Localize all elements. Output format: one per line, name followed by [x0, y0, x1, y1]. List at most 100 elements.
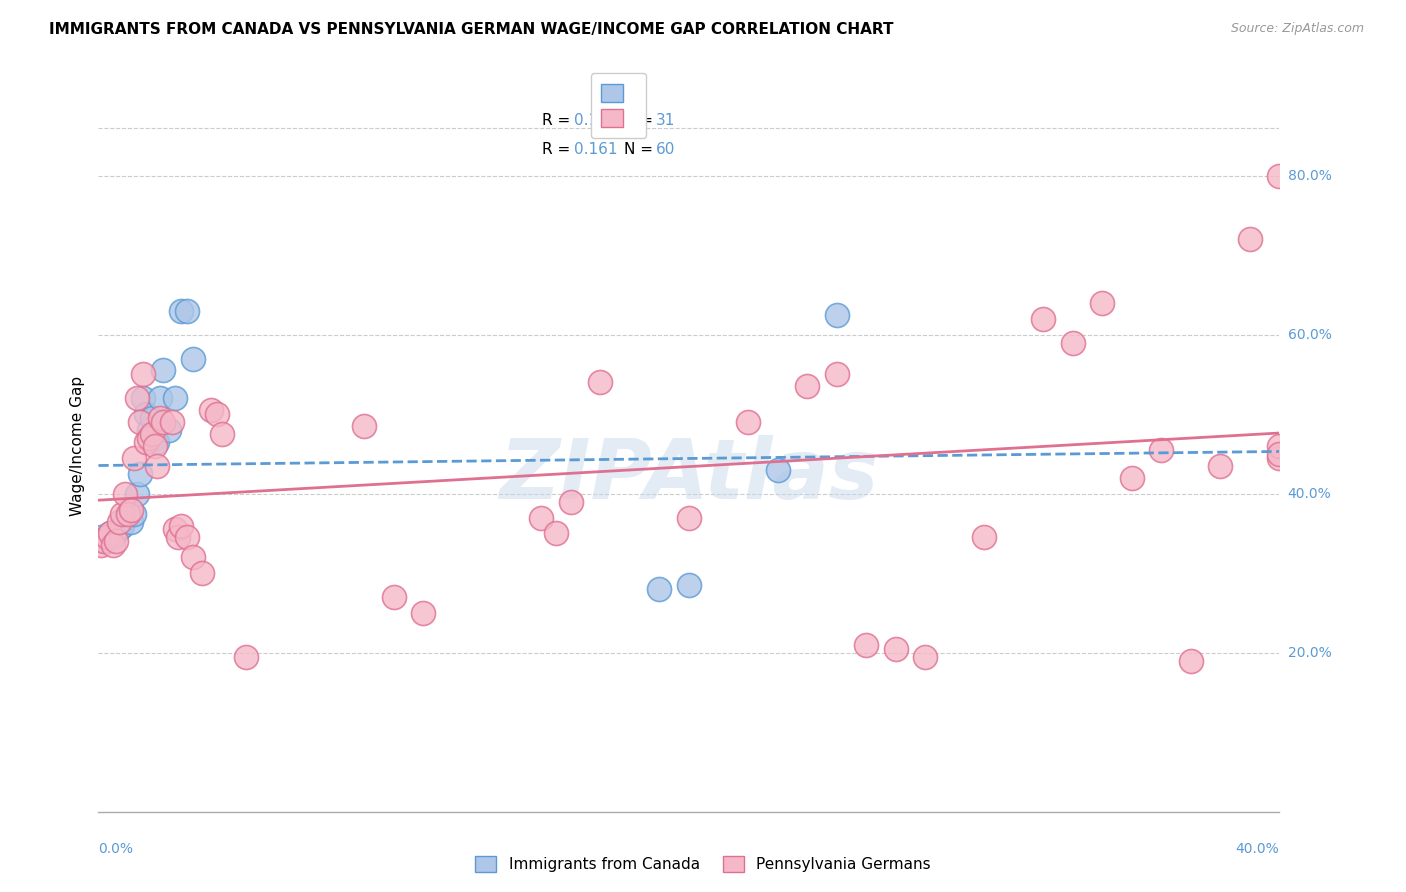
- Legend: , : ,: [591, 73, 645, 137]
- Point: [170, 518, 193, 533]
- Point: [138, 431, 160, 445]
- Point: [98, 526, 121, 541]
- Text: 60: 60: [655, 142, 675, 157]
- Point: [181, 351, 204, 366]
- Point: [353, 419, 375, 434]
- Text: 60.0%: 60.0%: [1288, 327, 1331, 342]
- Point: [93, 534, 115, 549]
- Point: [132, 368, 155, 382]
- Point: [1268, 169, 1291, 183]
- Point: [1091, 296, 1114, 310]
- Text: 40.0%: 40.0%: [1236, 842, 1279, 856]
- Point: [146, 435, 169, 450]
- Text: 40.0%: 40.0%: [1288, 487, 1331, 500]
- Text: IMMIGRANTS FROM CANADA VS PENNSYLVANIA GERMAN WAGE/INCOME GAP CORRELATION CHART: IMMIGRANTS FROM CANADA VS PENNSYLVANIA G…: [49, 22, 894, 37]
- Point: [973, 530, 995, 544]
- Point: [96, 530, 118, 544]
- Point: [884, 641, 907, 656]
- Point: [90, 530, 112, 544]
- Point: [125, 392, 148, 406]
- Point: [98, 526, 121, 541]
- Point: [96, 530, 118, 544]
- Point: [825, 308, 848, 322]
- Point: [149, 392, 172, 406]
- Point: [170, 303, 193, 318]
- Point: [152, 415, 174, 429]
- Point: [114, 510, 136, 524]
- Point: [111, 507, 134, 521]
- Point: [1032, 311, 1054, 326]
- Point: [122, 450, 145, 465]
- Text: ZIPAtlas: ZIPAtlas: [499, 434, 879, 516]
- Text: R =: R =: [543, 142, 575, 157]
- Point: [176, 303, 198, 318]
- Point: [191, 566, 214, 581]
- Point: [678, 510, 700, 524]
- Point: [1268, 447, 1291, 461]
- Point: [105, 534, 128, 549]
- Text: 80.0%: 80.0%: [1288, 169, 1331, 183]
- Text: 31: 31: [655, 113, 675, 128]
- Legend: Immigrants from Canada, Pennsylvania Germans: Immigrants from Canada, Pennsylvania Ger…: [467, 848, 939, 880]
- Point: [93, 534, 115, 549]
- Point: [117, 507, 139, 521]
- Point: [235, 649, 257, 664]
- Text: R =: R =: [543, 113, 575, 128]
- Text: 20.0%: 20.0%: [1288, 646, 1331, 660]
- Point: [141, 427, 163, 442]
- Point: [589, 376, 612, 390]
- Point: [111, 518, 134, 533]
- Point: [1239, 232, 1261, 246]
- Point: [211, 427, 233, 442]
- Point: [382, 590, 405, 604]
- Point: [825, 368, 848, 382]
- Point: [796, 379, 818, 393]
- Y-axis label: Wage/Income Gap: Wage/Income Gap: [69, 376, 84, 516]
- Point: [678, 578, 700, 592]
- Point: [1121, 471, 1143, 485]
- Point: [165, 392, 187, 406]
- Point: [128, 467, 150, 481]
- Point: [648, 582, 671, 596]
- Point: [157, 423, 180, 437]
- Point: [1150, 442, 1173, 457]
- Point: [90, 538, 112, 552]
- Point: [1268, 450, 1291, 465]
- Point: [128, 415, 150, 429]
- Text: 0.0%: 0.0%: [98, 842, 134, 856]
- Point: [914, 649, 936, 664]
- Point: [560, 494, 582, 508]
- Point: [176, 530, 198, 544]
- Point: [125, 486, 148, 500]
- Point: [152, 363, 174, 377]
- Point: [205, 407, 228, 421]
- Point: [138, 423, 160, 437]
- Point: [1062, 335, 1084, 350]
- Text: 0.173: 0.173: [575, 113, 617, 128]
- Point: [546, 526, 568, 541]
- Point: [143, 439, 166, 453]
- Point: [1180, 654, 1202, 668]
- Point: [122, 507, 145, 521]
- Text: Source: ZipAtlas.com: Source: ZipAtlas.com: [1230, 22, 1364, 36]
- Text: 0.161: 0.161: [575, 142, 617, 157]
- Point: [141, 411, 163, 425]
- Point: [105, 526, 128, 541]
- Point: [117, 507, 139, 521]
- Text: N =: N =: [624, 142, 658, 157]
- Point: [135, 435, 157, 450]
- Point: [120, 515, 142, 529]
- Point: [108, 515, 131, 529]
- Point: [165, 523, 187, 537]
- Point: [132, 392, 155, 406]
- Point: [146, 458, 169, 473]
- Point: [855, 638, 877, 652]
- Point: [162, 415, 183, 429]
- Point: [103, 538, 125, 552]
- Point: [120, 502, 142, 516]
- Point: [135, 407, 157, 421]
- Point: [530, 510, 553, 524]
- Point: [108, 523, 131, 537]
- Point: [103, 530, 125, 544]
- Point: [181, 550, 204, 565]
